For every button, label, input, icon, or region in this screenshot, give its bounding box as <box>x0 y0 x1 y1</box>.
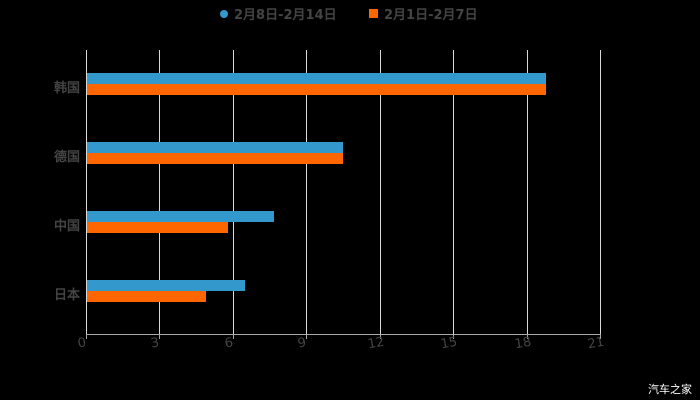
x-tick-label: 0 <box>76 335 88 352</box>
x-tick-label: 9 <box>296 335 308 352</box>
axis-tick <box>232 335 234 339</box>
bar-series-2[interactable] <box>87 84 547 95</box>
x-tick-label: 12 <box>366 334 386 353</box>
x-tick-label: 21 <box>586 334 606 353</box>
category-label: 德国 <box>53 150 80 165</box>
square-marker-icon <box>369 9 378 18</box>
gridline <box>526 50 528 335</box>
bar-series-2[interactable] <box>87 291 206 302</box>
watermark: 汽车之家 <box>648 383 692 396</box>
bar-series-1[interactable] <box>87 73 547 84</box>
gridline <box>379 50 381 335</box>
x-tick-label: 3 <box>150 335 161 352</box>
axis-tick <box>159 335 161 339</box>
axis-tick <box>600 335 601 339</box>
bar-series-1[interactable] <box>87 211 275 222</box>
x-tick-label: 6 <box>223 335 235 352</box>
axis-tick <box>453 335 455 339</box>
bar-series-2[interactable] <box>87 222 228 233</box>
x-tick-label: 18 <box>513 334 533 353</box>
axis-tick <box>306 335 308 339</box>
gridline <box>306 50 308 335</box>
category-label: 中国 <box>53 219 80 234</box>
legend-item-series-1[interactable]: 2月8日-2月14日 <box>220 4 337 23</box>
bar-series-1[interactable] <box>87 280 246 291</box>
gridline <box>232 50 234 335</box>
legend-item-series-2[interactable]: 2月1日-2月7日 <box>369 4 478 23</box>
gridline <box>453 50 455 335</box>
axis-tick <box>86 335 87 339</box>
axis-tick <box>526 335 528 339</box>
circle-marker-icon <box>220 9 228 18</box>
category-label: 韩国 <box>53 81 80 96</box>
bar-series-2[interactable] <box>87 153 343 164</box>
gridline <box>600 50 601 335</box>
x-tick-label: 15 <box>439 334 459 353</box>
x-axis <box>86 334 601 335</box>
legend-label: 2月1日-2月7日 <box>384 8 478 23</box>
gridline <box>159 50 161 335</box>
legend-label: 2月8日-2月14日 <box>234 8 337 23</box>
axis-tick <box>379 335 381 339</box>
chart-legend: 2月8日-2月14日 2月1日-2月7日 <box>0 4 700 24</box>
category-label: 日本 <box>53 288 80 303</box>
gridline <box>86 50 87 335</box>
bar-series-1[interactable] <box>87 142 343 153</box>
